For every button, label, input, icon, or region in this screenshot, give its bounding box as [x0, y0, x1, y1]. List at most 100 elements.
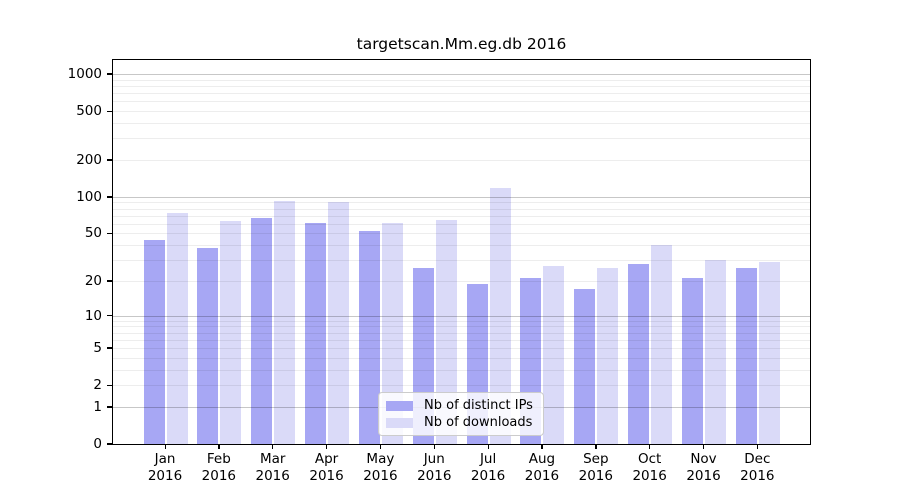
gridline-minor	[113, 160, 810, 161]
bar-downloads	[651, 245, 673, 444]
y-tick-mark	[107, 280, 113, 282]
y-tick-mark	[107, 73, 113, 75]
gridline-minor	[113, 369, 810, 371]
x-tick-label: Apr 2016	[309, 451, 344, 484]
x-tick-mark	[541, 444, 543, 449]
y-tick-mark	[107, 406, 113, 408]
legend-swatch-distinct-ips-icon	[386, 400, 413, 411]
legend: Nb of distinct IPs Nb of downloads	[378, 392, 544, 436]
y-tick-label: 100	[76, 188, 102, 205]
gridline-minor	[113, 215, 810, 217]
x-tick-mark	[379, 444, 382, 449]
chart-title: targetscan.Mm.eg.db 2016	[356, 35, 567, 53]
y-tick-mark	[107, 196, 113, 198]
legend-label-distinct-ips: Nb of distinct IPs	[424, 398, 533, 413]
gridline-minor	[113, 111, 810, 113]
bar-distinct-ips	[735, 267, 757, 444]
x-tick-label: Dec 2016	[740, 451, 775, 484]
bar-distinct-ips	[574, 289, 596, 444]
x-tick-label: Jul 2016	[470, 451, 506, 484]
y-tick-label: 200	[76, 152, 102, 168]
x-tick-mark	[756, 444, 759, 449]
x-tick-mark	[326, 444, 328, 449]
gridline-minor	[113, 101, 810, 103]
x-tick-label: Sep 2016	[578, 451, 613, 484]
x-tick-label: Aug 2016	[524, 451, 560, 484]
y-tick-label: 50	[84, 225, 102, 242]
x-tick-mark	[649, 444, 651, 449]
y-tick-label: 2	[93, 377, 102, 394]
gridline-minor	[113, 208, 810, 210]
bar-downloads	[166, 212, 188, 444]
y-tick-mark	[107, 443, 113, 445]
bar-downloads	[274, 201, 296, 444]
y-tick-label: 10	[84, 307, 102, 324]
gridline-minor	[113, 332, 810, 334]
x-tick-label: Nov 2016	[686, 451, 721, 484]
gridline-minor	[113, 260, 810, 262]
x-tick-mark	[595, 444, 597, 449]
y-tick-mark	[107, 314, 113, 317]
plot-area	[111, 58, 812, 446]
gridline-minor	[113, 320, 810, 322]
bar-distinct-ips	[305, 222, 327, 444]
y-tick-mark	[107, 159, 113, 161]
legend-swatch-downloads-icon	[386, 417, 413, 428]
gridline-minor	[113, 339, 810, 341]
bar-downloads	[489, 188, 511, 444]
x-tick-label: Jun 2016	[417, 451, 452, 484]
y-tick-label: 5	[93, 340, 102, 357]
bar-downloads	[597, 267, 619, 444]
legend-item-distinct-ips: Nb of distinct IPs	[386, 397, 533, 414]
x-tick-mark	[218, 444, 220, 449]
gridline-minor	[113, 348, 810, 350]
gridline-major	[113, 315, 810, 317]
gridline-minor	[113, 123, 810, 125]
bar-downloads	[543, 265, 565, 444]
bar-downloads	[758, 261, 780, 444]
x-tick-label: May 2016	[363, 451, 398, 484]
y-tick-mark	[107, 232, 113, 235]
x-tick-mark	[487, 444, 489, 449]
gridline-minor	[113, 85, 810, 87]
bar-downloads	[328, 201, 350, 444]
bar-distinct-ips	[143, 240, 165, 444]
bar-downloads	[705, 260, 726, 444]
gridline-minor	[113, 202, 810, 204]
bar-downloads	[435, 219, 457, 444]
y-tick-label: 500	[76, 103, 102, 120]
gridline-major	[113, 74, 810, 76]
gridline-minor	[113, 138, 810, 140]
bar-distinct-ips	[682, 278, 703, 444]
gridline-minor	[113, 280, 810, 282]
x-tick-mark	[433, 444, 436, 449]
bar-distinct-ips	[358, 231, 380, 444]
gridline-minor	[113, 223, 810, 225]
x-tick-mark	[164, 444, 166, 449]
y-tick-mark	[107, 384, 113, 386]
gridline-minor	[113, 385, 810, 387]
x-tick-mark	[272, 444, 274, 449]
x-tick-label: Jan 2016	[147, 451, 183, 484]
x-tick-label: Feb 2016	[201, 451, 237, 484]
x-tick-mark	[703, 444, 705, 449]
gridline-minor	[113, 245, 810, 247]
bar-distinct-ips	[197, 247, 219, 444]
y-tick-mark	[107, 347, 113, 349]
y-tick-mark	[107, 110, 113, 112]
x-tick-label: Mar 2016	[255, 451, 290, 484]
bar-downloads	[220, 221, 242, 444]
y-tick-label: 0	[93, 436, 102, 452]
gridline-minor	[113, 79, 810, 81]
gridline-minor	[113, 357, 810, 359]
gridline-minor	[113, 233, 810, 235]
bar-distinct-ips	[251, 218, 273, 444]
x-tick-label: Oct 2016	[632, 451, 667, 484]
bar-downloads	[381, 222, 403, 444]
y-tick-label: 1000	[67, 66, 102, 83]
y-tick-label: 1	[93, 398, 102, 415]
y-tick-label: 20	[84, 272, 102, 289]
legend-item-downloads: Nb of downloads	[386, 414, 533, 431]
gridline-minor	[113, 93, 810, 95]
